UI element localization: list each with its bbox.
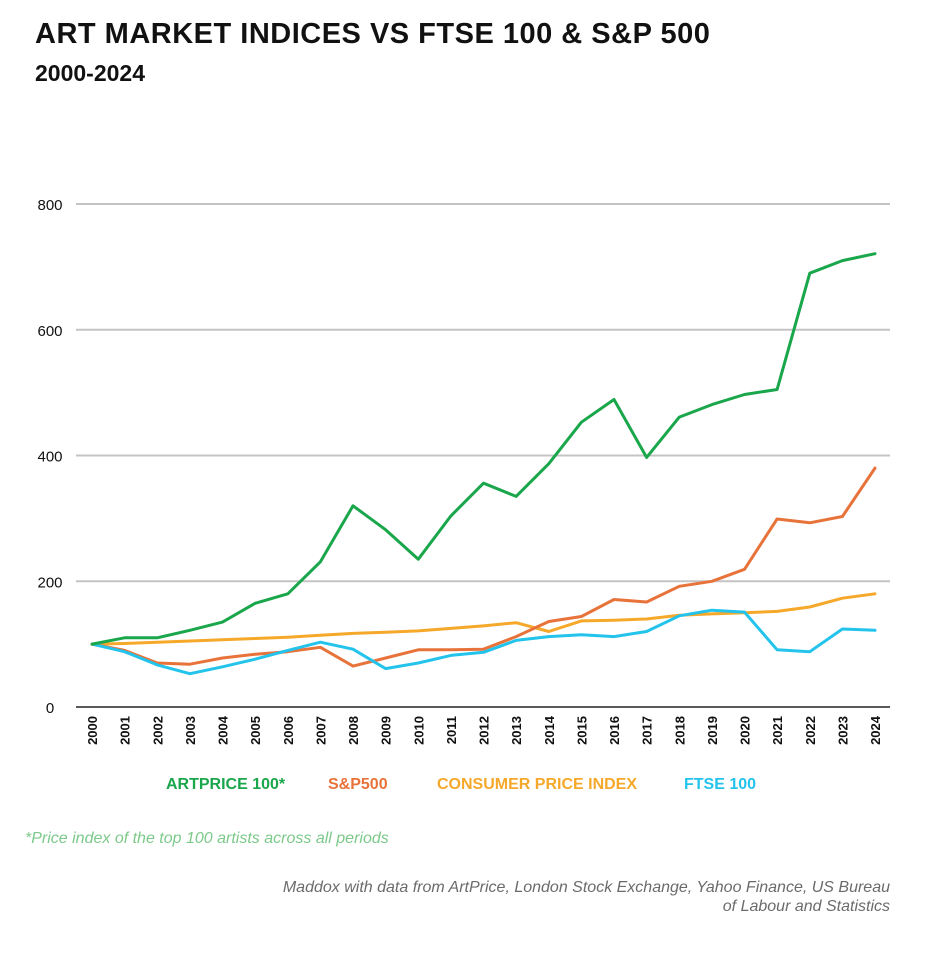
legend-item-artprice: ARTPRICE 100* xyxy=(166,776,286,793)
x-tick-label: 2005 xyxy=(248,716,263,745)
chart-title: ART MARKET INDICES VS FTSE 100 & S&P 500 xyxy=(35,18,711,50)
legend: ARTPRICE 100* S&P500 CONSUMER PRICE INDE… xyxy=(0,776,948,800)
x-tick-label: 2011 xyxy=(444,716,459,744)
series-lines xyxy=(90,252,877,676)
x-tick-label: 2013 xyxy=(509,716,524,745)
legend-item-ftse: FTSE 100 xyxy=(684,776,757,793)
y-axis-tick-labels: 0 200 400 600 800 xyxy=(37,197,62,717)
x-tick-label: 2006 xyxy=(281,716,296,745)
series-line-s-p500 xyxy=(90,466,877,668)
source-line-2: of Labour and Statistics xyxy=(722,898,890,915)
series-line-consumer-price-index xyxy=(90,592,877,646)
legend-item-cpi: CONSUMER PRICE INDEX xyxy=(437,776,638,793)
legend-item-sp500: S&P500 xyxy=(328,776,388,793)
x-tick-label: 2023 xyxy=(835,716,850,745)
x-tick-label: 2024 xyxy=(868,715,883,745)
x-tick-label: 2015 xyxy=(574,716,589,745)
x-tick-label: 2022 xyxy=(803,716,818,745)
x-tick-label: 2007 xyxy=(313,716,328,745)
x-tick-label: 2010 xyxy=(411,716,426,745)
x-tick-label: 2002 xyxy=(150,716,165,745)
x-tick-label: 2012 xyxy=(477,716,492,745)
gridlines xyxy=(76,203,890,708)
x-tick-label: 2018 xyxy=(672,716,687,745)
y-tick-label: 400 xyxy=(37,449,62,466)
footnote: *Price index of the top 100 artists acro… xyxy=(25,830,389,847)
x-tick-label: 2014 xyxy=(542,715,557,745)
x-tick-label: 2001 xyxy=(118,716,133,745)
x-tick-label: 2009 xyxy=(379,716,394,745)
y-tick-label: 200 xyxy=(37,574,62,591)
x-tick-label: 2003 xyxy=(183,716,198,745)
source-credit: Maddox with data from ArtPrice, London S… xyxy=(190,878,890,916)
x-axis-tick-labels: 2000 2001 2002 2003 2004 2005 2006 2007 2008 2009… xyxy=(85,715,883,745)
y-tick-label: 0 xyxy=(46,700,54,717)
source-line-1: Maddox with data from ArtPrice, London S… xyxy=(282,879,890,896)
x-tick-label: 2016 xyxy=(607,716,622,745)
y-tick-label: 800 xyxy=(37,197,62,214)
x-tick-label: 2004 xyxy=(216,715,231,745)
y-tick-label: 600 xyxy=(37,323,62,340)
x-tick-label: 2021 xyxy=(770,716,785,745)
series-line-ftse-100 xyxy=(90,608,877,676)
series-line-artprice-100 xyxy=(90,252,877,646)
x-tick-label: 2008 xyxy=(346,716,361,745)
chart-subtitle: 2000-2024 xyxy=(35,60,145,86)
x-tick-label: 2000 xyxy=(85,716,100,745)
x-tick-label: 2020 xyxy=(738,716,753,745)
x-tick-label: 2019 xyxy=(705,716,720,745)
x-tick-label: 2017 xyxy=(640,716,655,745)
